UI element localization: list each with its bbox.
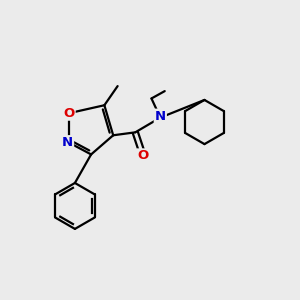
Text: N: N	[62, 136, 73, 149]
Text: O: O	[137, 149, 148, 162]
Text: N: N	[155, 110, 166, 123]
Text: O: O	[63, 107, 75, 120]
